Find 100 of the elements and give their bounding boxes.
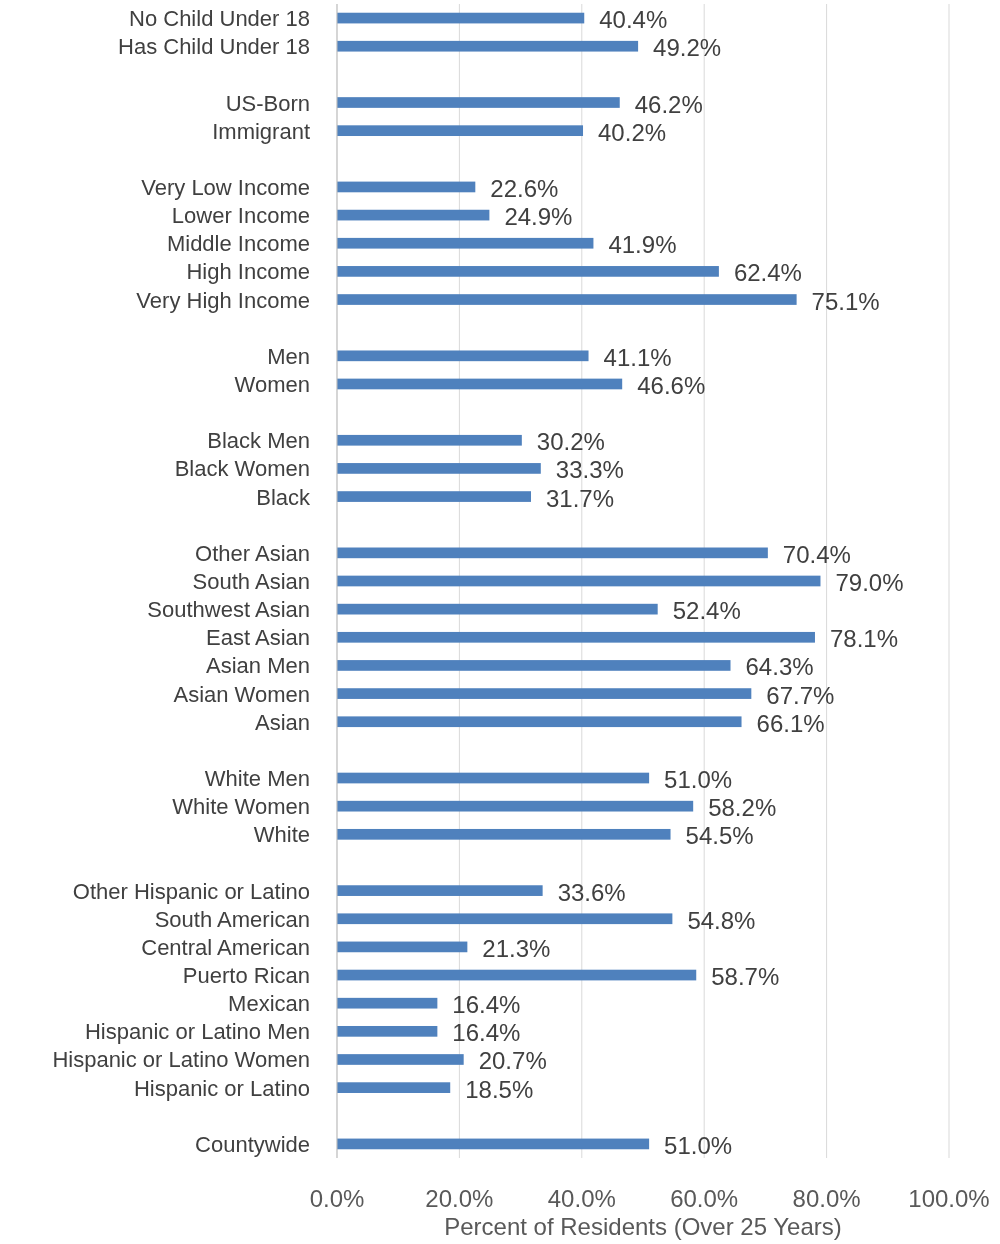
- y-tick-label: High Income: [186, 259, 310, 285]
- y-tick-label: White Men: [204, 766, 310, 792]
- bar: [337, 885, 543, 896]
- bar: [337, 463, 541, 474]
- y-tick-label: Very High Income: [136, 287, 310, 313]
- bar: [337, 660, 731, 671]
- data-label: 24.9%: [504, 203, 573, 231]
- y-tick-label: Mexican: [228, 991, 310, 1017]
- data-label: 62.4%: [733, 259, 802, 287]
- bar: [337, 631, 815, 643]
- data-label: 46.2%: [634, 90, 703, 118]
- data-label: 40.2%: [598, 118, 667, 146]
- bar: [337, 575, 821, 587]
- y-tick-label: Hispanic or Latino Women: [52, 1047, 310, 1073]
- x-axis-title: Percent of Residents (Over 25 Years): [444, 1213, 842, 1240]
- bar: [337, 800, 694, 812]
- y-tick-label: Lower Income: [171, 203, 310, 229]
- data-label: 30.2%: [536, 428, 605, 456]
- data-label: 22.6%: [490, 174, 559, 202]
- data-label: 67.7%: [766, 681, 835, 709]
- bar: [337, 603, 658, 615]
- y-tick-label: US-Born: [225, 90, 310, 116]
- y-tick-label: Central American: [141, 934, 310, 960]
- y-tick-label: South Asian: [192, 569, 310, 594]
- bar: [337, 941, 468, 953]
- data-label: 58.2%: [708, 794, 777, 822]
- x-tick-label: 20.0%: [425, 1185, 494, 1212]
- y-tick-label: Asian: [254, 709, 310, 735]
- bar: [337, 294, 797, 305]
- bar: [337, 40, 639, 52]
- data-label: 70.4%: [782, 540, 851, 568]
- data-label: 64.3%: [745, 653, 814, 681]
- bar: [337, 716, 742, 728]
- bar: [337, 969, 697, 981]
- data-label: 18.5%: [465, 1075, 534, 1103]
- bar: [337, 209, 490, 221]
- y-tick-label: White Women: [172, 794, 310, 820]
- bar: [337, 1025, 438, 1037]
- data-label: 20.7%: [478, 1047, 547, 1075]
- y-tick-label: Hispanic or Latino Men: [84, 1019, 310, 1045]
- bar: [337, 828, 671, 840]
- y-tick-label: Immigrant: [212, 118, 310, 144]
- bar: [337, 913, 673, 925]
- bar: [337, 181, 476, 193]
- data-label: 46.6%: [637, 371, 706, 399]
- bar: [337, 434, 522, 446]
- bar: [337, 378, 623, 390]
- x-tick-label: 100.0%: [908, 1185, 990, 1212]
- bar: [337, 97, 620, 108]
- y-tick-label: Has Child Under 18: [118, 34, 310, 60]
- data-label: 31.7%: [546, 484, 615, 512]
- y-tick-label: Southwest Asian: [147, 597, 310, 623]
- data-label: 54.8%: [687, 906, 756, 934]
- y-tick-label: Black Women: [174, 456, 310, 482]
- y-tick-label: Asian Men: [206, 653, 310, 679]
- data-label: 75.1%: [811, 287, 880, 315]
- x-tick-label: 60.0%: [670, 1185, 739, 1212]
- y-tick-label: White: [253, 822, 310, 848]
- bar: [337, 125, 584, 137]
- y-tick-label: Puerto Rican: [182, 963, 310, 989]
- y-tick-label: Other Hispanic or Latino: [72, 878, 310, 904]
- data-label: 16.4%: [452, 1019, 521, 1047]
- bar: [337, 350, 589, 362]
- y-tick-label: South American: [154, 906, 310, 932]
- bar: [337, 1082, 451, 1093]
- bar: [337, 266, 719, 277]
- data-label: 21.3%: [482, 934, 551, 962]
- x-tick-label: 80.0%: [792, 1185, 861, 1212]
- y-tick-label: No Child Under 18: [129, 6, 310, 32]
- y-tick-label: Middle Income: [166, 231, 310, 257]
- y-tick-label: Black Men: [207, 428, 310, 454]
- y-tick-label: Women: [234, 371, 310, 397]
- bar: [337, 688, 752, 699]
- data-label: 51.0%: [664, 1131, 733, 1159]
- bar: [337, 997, 438, 1009]
- y-tick-label: Very Low Income: [141, 174, 310, 200]
- data-label: 49.2%: [653, 34, 722, 62]
- data-label: 54.5%: [685, 822, 754, 850]
- y-tick-label: Hispanic or Latino: [133, 1075, 310, 1101]
- y-tick-label: East Asian: [206, 625, 310, 651]
- data-label: 78.1%: [829, 625, 899, 653]
- data-label: 58.7%: [711, 963, 780, 991]
- data-label: 16.4%: [452, 991, 521, 1019]
- data-label: 51.0%: [664, 766, 733, 794]
- y-tick-label: Black: [256, 484, 311, 510]
- bar: [337, 547, 768, 559]
- data-label: 33.3%: [555, 456, 624, 484]
- bar: [337, 237, 594, 249]
- x-tick-label: 0.0%: [309, 1185, 365, 1212]
- data-label: 33.6%: [557, 878, 626, 906]
- data-label: 79.0%: [835, 569, 904, 596]
- y-tick-label: Countywide: [195, 1131, 310, 1157]
- bar: [337, 1138, 650, 1150]
- y-tick-label: Men: [267, 343, 310, 369]
- data-label: 40.4%: [599, 6, 668, 34]
- bar: [337, 1054, 464, 1065]
- data-label: 66.1%: [756, 709, 825, 737]
- bar: [337, 772, 650, 784]
- x-tick-label: 40.0%: [547, 1185, 616, 1212]
- y-tick-label: Asian Women: [173, 681, 310, 707]
